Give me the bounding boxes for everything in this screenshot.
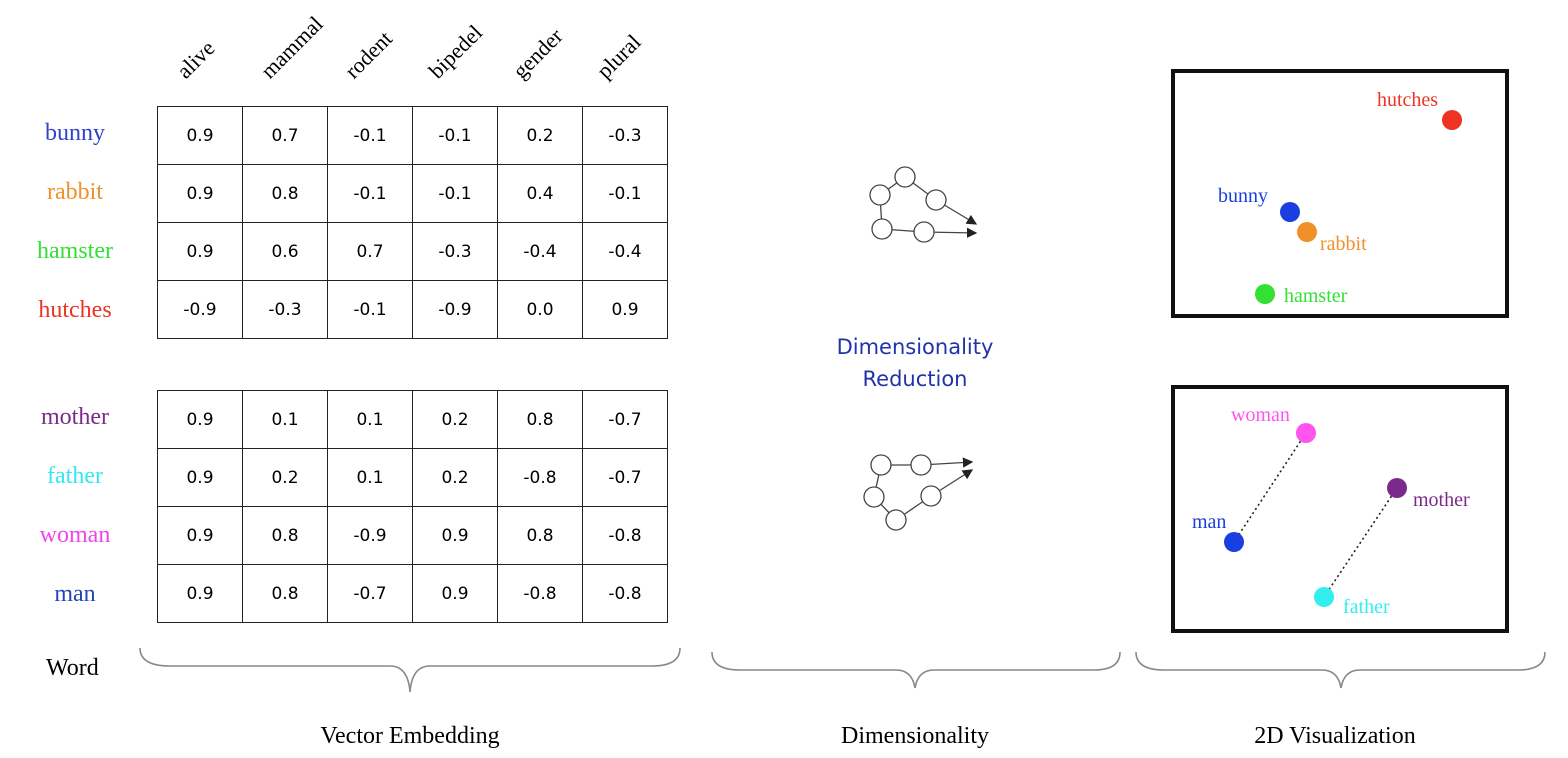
cell-man-alive: 0.9 [157, 564, 243, 623]
table-row: -0.9 -0.3 -0.1 -0.9 0.0 0.9 [157, 280, 668, 339]
cell-man-rodent: -0.7 [327, 564, 413, 623]
point-woman [1296, 423, 1316, 443]
table-row: 0.9 0.7 -0.1 -0.1 0.2 -0.3 [157, 106, 668, 165]
cell-rabbit-bipedel: -0.1 [412, 164, 498, 223]
row-label-mother: mother [41, 404, 109, 430]
point-label-man: man [1192, 511, 1226, 533]
point-label-rabbit: rabbit [1320, 233, 1367, 255]
row-label-hamster: hamster [37, 238, 113, 264]
plot-frame-animals [1171, 69, 1509, 318]
cell-father-gender: -0.8 [497, 448, 583, 507]
point-rabbit [1297, 222, 1317, 242]
point-man [1224, 532, 1244, 552]
center-title-line1: Dimensionality [836, 335, 994, 359]
cell-bunny-bipedel: -0.1 [412, 106, 498, 165]
cell-hutches-rodent: -0.1 [327, 280, 413, 339]
point-bunny [1280, 202, 1300, 222]
point-label-hutches: hutches [1377, 89, 1438, 111]
cell-woman-bipedel: 0.9 [412, 506, 498, 565]
cell-hutches-gender: 0.0 [497, 280, 583, 339]
cell-man-bipedel: 0.9 [412, 564, 498, 623]
brace-vector-embedding [139, 647, 681, 693]
point-mother [1387, 478, 1407, 498]
point-label-mother: mother [1413, 489, 1470, 511]
cell-woman-rodent: -0.9 [327, 506, 413, 565]
embedding-table-animals: 0.9 0.7 -0.1 -0.1 0.2 -0.3 0.9 0.8 -0.1 -0.1 0.4 -0… [157, 106, 668, 339]
embedding-table-people: 0.9 0.1 0.1 0.2 0.8 -0.7 0.9 0.2 0.1 0.2 -0.8 -0.7 0… [157, 390, 668, 623]
cell-mother-alive: 0.9 [157, 390, 243, 449]
cell-bunny-gender: 0.2 [497, 106, 583, 165]
cell-hutches-plural: 0.9 [582, 280, 668, 339]
row-label-hutches: hutches [38, 297, 112, 323]
dotted-line-woman-man [1233, 432, 1307, 543]
cell-mother-rodent: 0.1 [327, 390, 413, 449]
row-label-man: man [54, 581, 96, 607]
cell-mother-gender: 0.8 [497, 390, 583, 449]
word-caption: Word [46, 655, 99, 681]
cell-woman-plural: -0.8 [582, 506, 668, 565]
visualization-label: 2D Visualization [1254, 723, 1416, 749]
row-label-woman: woman [39, 522, 111, 548]
point-label-bunny: bunny [1218, 185, 1268, 207]
dotted-line-mother-father [1323, 487, 1398, 598]
cell-man-gender: -0.8 [497, 564, 583, 623]
cell-rabbit-gender: 0.4 [497, 164, 583, 223]
row-label-rabbit: rabbit [47, 179, 103, 205]
network-icon-bottom [863, 454, 974, 531]
point-father [1314, 587, 1334, 607]
vector-embedding-label: Vector Embedding [320, 723, 500, 749]
brace-dimensionality [711, 651, 1121, 689]
cell-mother-mammal: 0.1 [242, 390, 328, 449]
row-label-bunny: bunny [45, 120, 105, 146]
table-row: 0.9 0.1 0.1 0.2 0.8 -0.7 [157, 390, 668, 449]
cell-father-mammal: 0.2 [242, 448, 328, 507]
scatter-plot-animals: hutches bunny rabbit hamster [1218, 89, 1462, 307]
cell-bunny-rodent: -0.1 [327, 106, 413, 165]
cell-rabbit-mammal: 0.8 [242, 164, 328, 223]
point-hamster [1255, 284, 1275, 304]
plot-frame-people [1171, 385, 1509, 633]
table-row: 0.9 0.8 -0.9 0.9 0.8 -0.8 [157, 506, 668, 565]
scatter-plot-people: woman man mother father [1192, 404, 1470, 618]
cell-hamster-bipedel: -0.3 [412, 222, 498, 281]
cell-woman-gender: 0.8 [497, 506, 583, 565]
cell-man-plural: -0.8 [582, 564, 668, 623]
cell-man-mammal: 0.8 [242, 564, 328, 623]
network-icon-top [869, 166, 978, 243]
point-label-woman: woman [1231, 404, 1290, 426]
table-row: 0.9 0.2 0.1 0.2 -0.8 -0.7 [157, 448, 668, 507]
cell-hutches-bipedel: -0.9 [412, 280, 498, 339]
table-row: 0.9 0.8 -0.7 0.9 -0.8 -0.8 [157, 564, 668, 623]
cell-father-bipedel: 0.2 [412, 448, 498, 507]
cell-hamster-alive: 0.9 [157, 222, 243, 281]
center-title-line2: Reduction [862, 367, 968, 391]
cell-rabbit-plural: -0.1 [582, 164, 668, 223]
row-label-father: father [47, 463, 103, 489]
dimensionality-label: Dimensionality [841, 723, 989, 749]
table-row: 0.9 0.6 0.7 -0.3 -0.4 -0.4 [157, 222, 668, 281]
cell-hamster-gender: -0.4 [497, 222, 583, 281]
cell-father-plural: -0.7 [582, 448, 668, 507]
brace-visualization [1135, 651, 1546, 689]
point-hutches [1442, 110, 1462, 130]
dimensionality-reduction-title: Dimensionality Reduction [790, 331, 1040, 395]
point-label-father: father [1343, 596, 1390, 618]
point-label-hamster: hamster [1284, 285, 1348, 307]
table-row: 0.9 0.8 -0.1 -0.1 0.4 -0.1 [157, 164, 668, 223]
cell-rabbit-alive: 0.9 [157, 164, 243, 223]
cell-bunny-plural: -0.3 [582, 106, 668, 165]
